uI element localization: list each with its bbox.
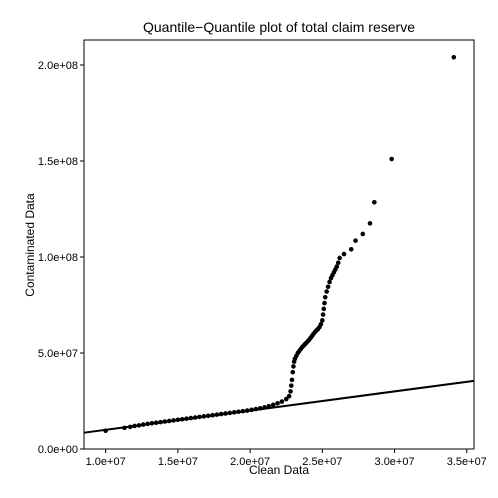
data-point xyxy=(286,393,292,399)
y-tick-label: 1.0e+08 xyxy=(38,252,78,264)
y-tick-label: 2.0e+08 xyxy=(38,60,78,72)
y-tick-label: 0.0e+00 xyxy=(38,444,78,456)
x-axis: 1.0e+07 1.5e+07 2.0e+07 2.5e+07 3.0e+07 3.5e+… xyxy=(86,449,487,468)
data-point xyxy=(318,321,324,327)
x-axis-label: Clean Data xyxy=(249,463,309,477)
x-tick-label: 1.5e+07 xyxy=(158,456,198,468)
data-point xyxy=(283,396,289,402)
data-point xyxy=(275,401,280,406)
data-point xyxy=(324,289,329,294)
data-point xyxy=(325,284,331,290)
data-point xyxy=(320,312,326,317)
data-point xyxy=(288,383,294,388)
y-tick-label: 5.0e+07 xyxy=(38,348,78,360)
x-tick-label: 3.0e+07 xyxy=(375,456,415,468)
data-point xyxy=(372,199,377,205)
data-point xyxy=(451,54,457,60)
data-point xyxy=(322,300,327,306)
x-tick-label: 2.5e+07 xyxy=(302,456,342,468)
data-point xyxy=(334,264,340,269)
data-point xyxy=(335,260,341,266)
chart-title: Quantile−Quantile plot of total claim re… xyxy=(143,19,415,35)
data-point xyxy=(389,156,394,162)
data-point xyxy=(360,231,366,237)
data-point xyxy=(337,255,342,261)
data-point xyxy=(289,377,295,383)
data-point xyxy=(288,389,293,394)
data-point xyxy=(290,369,296,375)
data-point xyxy=(321,306,327,312)
data-point xyxy=(279,399,285,404)
reference-line-group xyxy=(83,379,475,434)
data-point xyxy=(367,221,373,226)
data-point xyxy=(322,295,328,300)
reference-line xyxy=(83,379,475,434)
data-point xyxy=(353,238,358,243)
x-tick-label: 3.5e+07 xyxy=(447,456,487,468)
data-point xyxy=(327,279,332,285)
data-point xyxy=(348,247,354,252)
y-axis: 0.0e+00 5.0e+07 1.0e+08 1.5e+08 2.0e+08 xyxy=(38,60,84,456)
y-tick-label: 1.5e+08 xyxy=(38,156,78,168)
data-point xyxy=(341,251,347,257)
x-tick-label: 2.0e+07 xyxy=(230,456,270,468)
data-point xyxy=(291,364,296,369)
plot-frame xyxy=(83,39,475,450)
x-tick-label: 1.0e+07 xyxy=(86,456,126,468)
data-point xyxy=(270,402,276,408)
data-point xyxy=(320,318,325,323)
y-axis-label: Contaminated Data xyxy=(23,193,37,297)
quantile-points xyxy=(103,54,457,434)
